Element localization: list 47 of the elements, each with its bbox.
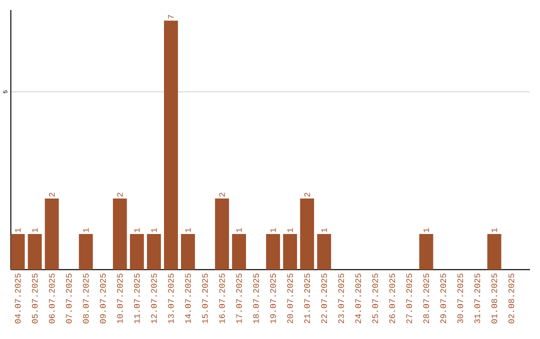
data-label: 1	[491, 228, 498, 232]
data-label: 1	[151, 228, 157, 232]
x-tick-label: 01.08.2025	[491, 273, 498, 324]
x-tick-label: 28.07.2025	[423, 273, 430, 324]
data-label: 1	[185, 228, 191, 232]
data-label: 1	[32, 228, 38, 232]
x-tick-label: 21.07.2025	[304, 273, 310, 324]
x-tick-label: 30.07.2025	[457, 273, 464, 324]
x-tick-label: 09.07.2025	[100, 273, 106, 324]
x-tick-label: 05.07.2025	[32, 273, 38, 324]
x-tick-label: 24.07.2025	[355, 273, 362, 324]
data-label: 2	[117, 192, 123, 196]
x-tick-label: 06.07.2025	[48, 273, 55, 324]
x-tick-label: 04.07.2025	[14, 273, 21, 324]
x-tick-label: 07.07.2025	[66, 273, 72, 324]
x-tick-label: 26.07.2025	[389, 273, 396, 324]
x-tick-label: 22.07.2025	[321, 273, 327, 324]
data-label: 1	[83, 228, 89, 232]
data-label: 1	[134, 228, 140, 232]
x-tick-label: 16.07.2025	[219, 273, 225, 323]
data-label: 1	[15, 228, 21, 232]
x-tick-label: 27.07.2025	[406, 273, 412, 324]
x-tick-label: 10.07.2025	[117, 273, 123, 323]
x-tick-label: 18.07.2025	[253, 273, 259, 323]
x-tick-label: 08.07.2025	[82, 273, 89, 324]
data-label: 2	[304, 192, 310, 196]
x-tick-label: 02.08.2025	[508, 273, 514, 324]
x-tick-label: 17.07.2025	[236, 273, 242, 323]
x-tick-label: 31.07.2025	[474, 273, 480, 324]
data-label: 1	[287, 228, 293, 232]
x-tick-label: 25.07.2025	[372, 273, 378, 324]
x-tick-label: 29.07.2025	[440, 273, 446, 324]
data-label: 1	[321, 228, 327, 232]
data-label: 2	[219, 192, 225, 196]
x-tick-label: 15.07.2025	[202, 273, 208, 323]
data-label: 1	[270, 228, 276, 232]
x-tick-label: 14.07.2025	[185, 273, 191, 323]
x-tick-label: 20.07.2025	[287, 273, 293, 324]
x-tick-label: 12.07.2025	[151, 273, 157, 323]
data-label: 7	[168, 14, 174, 19]
data-label: 1	[423, 228, 429, 232]
x-tick-label: 23.07.2025	[338, 273, 344, 324]
data-label: 2	[49, 192, 55, 196]
x-tick-label: 19.07.2025	[270, 273, 276, 323]
data-label: 1	[236, 228, 242, 232]
x-tick-label: 11.07.2025	[134, 273, 140, 323]
x-tick-label: 13.07.2025	[168, 273, 174, 323]
